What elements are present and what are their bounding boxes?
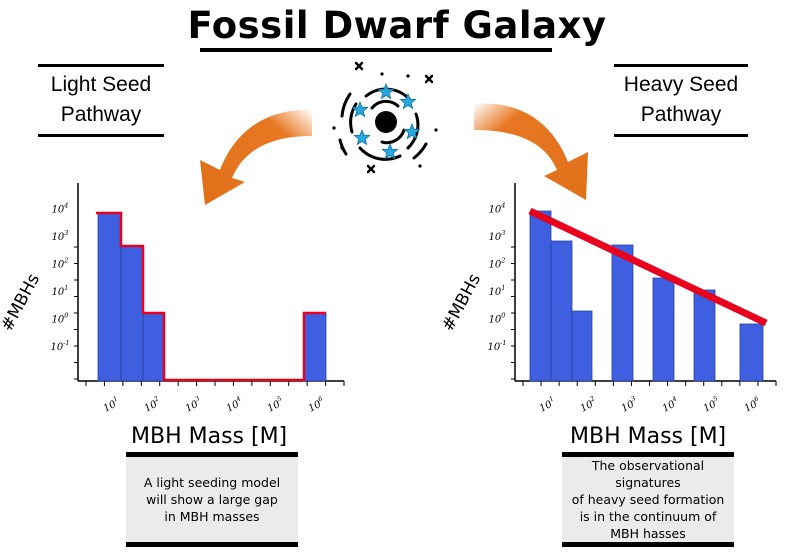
y-axis-title: #MBHs	[0, 270, 44, 334]
left-label-bottom-rule	[38, 134, 164, 137]
page-title: Fossil Dwarf Galaxy	[187, 4, 607, 47]
histogram-outline	[96, 211, 326, 382]
y-tick-label: 100	[489, 312, 506, 326]
histogram-bar	[652, 277, 675, 382]
y-tick-label: 10-1	[487, 339, 506, 353]
right-histogram: 10-1 100 101 102 103 104 101 102 103 104 105 106 #MB…	[438, 183, 777, 415]
right-note-line: is in the continuum of	[579, 509, 717, 524]
light-seed-line1: Light Seed	[50, 73, 152, 96]
spiral-galaxy-icon	[332, 61, 438, 174]
x-tick-label: 105	[264, 394, 285, 414]
histogram-bar	[571, 310, 593, 382]
left-note-top-bar	[126, 452, 298, 457]
left-histogram: 10-1 100 101 102 103 104 101 102 103 104 105 106 #MB…	[0, 183, 345, 415]
heavy-seed-line2: Pathway	[640, 103, 722, 126]
star-icon	[351, 100, 369, 118]
histogram-bar	[303, 312, 327, 382]
left-x-axis-title: MBH Mass [M]	[131, 424, 288, 449]
histogram-bar	[97, 212, 122, 382]
left-label-top-rule	[38, 64, 164, 67]
right-note-bottom-bar	[562, 542, 734, 547]
right-x-axis-title: MBH Mass [M]	[570, 424, 727, 449]
right-note-line: of heavy seed formation	[571, 492, 725, 507]
light-seed-line2: Pathway	[60, 103, 142, 126]
y-tick-label: 10-1	[50, 339, 69, 353]
left-note-line: in MBH masses	[164, 509, 260, 524]
left-note-box: A light seeding model will show a large …	[126, 457, 298, 542]
y-axis-title: #MBHs	[438, 270, 485, 334]
x-tick-label: 101	[536, 394, 557, 414]
x-tick-label: 104	[223, 394, 244, 414]
histogram-bar	[739, 323, 764, 382]
star-icon	[381, 142, 399, 160]
title-underline	[200, 48, 552, 52]
star-icon	[399, 92, 417, 110]
x-tick-label: 102	[141, 394, 162, 414]
x-tick-label: 106	[305, 394, 326, 414]
x-tick-label: 104	[659, 394, 680, 414]
right-note-line: MBH hasses	[610, 526, 686, 541]
x-tick-label: 103	[182, 394, 203, 414]
y-tick-label: 102	[52, 257, 69, 271]
trend-line	[528, 207, 768, 327]
y-tick-label: 104	[489, 202, 506, 216]
y-tick-label: 100	[52, 312, 69, 326]
left-note-bottom-bar	[126, 542, 298, 547]
y-tick-label: 104	[52, 202, 69, 216]
star-icon	[403, 122, 421, 140]
x-tick-label: 105	[700, 394, 721, 414]
x-tick-label: 101	[100, 394, 121, 414]
right-label-top-rule	[614, 64, 748, 67]
star-icon	[353, 128, 371, 146]
right-curved-arrow	[474, 103, 588, 200]
left-curved-arrow	[200, 109, 312, 205]
y-tick-label: 103	[489, 229, 506, 243]
y-tick-label: 102	[489, 257, 506, 271]
left-note-line: A light seeding model	[143, 475, 281, 490]
x-tick-label: 103	[618, 394, 639, 414]
heavy-seed-line1: Heavy Seed	[623, 73, 739, 96]
star-icon	[377, 82, 395, 100]
y-tick-label: 101	[52, 284, 69, 298]
right-note-top-bar	[562, 452, 734, 457]
y-tick-label: 103	[52, 229, 69, 243]
heavy-seed-label: Heavy Seed Pathway	[614, 70, 748, 130]
light-seed-label: Light Seed Pathway	[38, 70, 164, 130]
right-note-box: The observational signatures of heavy se…	[562, 457, 734, 542]
x-tick-label: 102	[577, 394, 598, 414]
histogram-bar	[142, 312, 165, 382]
left-note-line: will show a large gap	[146, 492, 278, 507]
histogram-bar	[693, 289, 716, 382]
x-tick-label: 106	[741, 394, 762, 414]
histogram-bar	[529, 210, 552, 382]
histogram-bar	[550, 240, 573, 382]
y-tick-label: 101	[489, 284, 506, 298]
right-label-bottom-rule	[614, 134, 748, 137]
histogram-bar	[120, 245, 144, 382]
histogram-bar	[611, 244, 634, 382]
right-note-line: The observational signatures	[591, 458, 705, 490]
